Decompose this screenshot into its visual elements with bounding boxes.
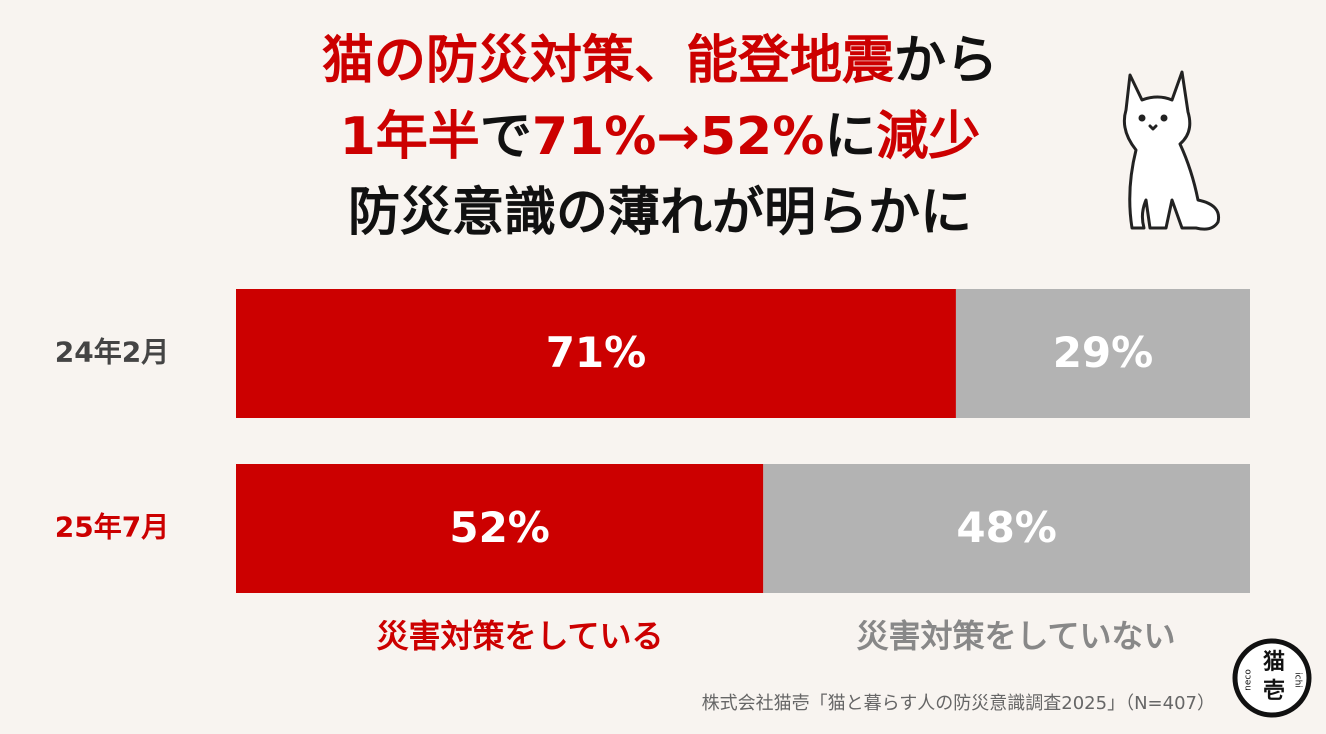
title-line: 猫の防災対策、能登地震から bbox=[322, 31, 998, 91]
bar-segment bbox=[763, 464, 1250, 593]
bar-segment bbox=[236, 289, 956, 418]
title-line: 防災意識の薄れが明らかに bbox=[348, 183, 972, 243]
value-label: 52% bbox=[449, 503, 550, 552]
source-note: 株式会社猫壱「猫と暮らす人の防災意識調査2025」（N=407） bbox=[702, 693, 1215, 714]
category-label: 25年7月 bbox=[55, 511, 169, 544]
logo-ring bbox=[1232, 638, 1312, 718]
legend-label: 災害対策をしていない bbox=[856, 617, 1175, 655]
logo-main: 猫 bbox=[1263, 650, 1285, 675]
title-segment: 減少 bbox=[876, 107, 980, 167]
value-label: 71% bbox=[546, 328, 647, 377]
logo: 猫 壱 neco ichi bbox=[1232, 638, 1312, 718]
bar-segment bbox=[236, 464, 764, 593]
logo-right: ichi bbox=[1293, 672, 1303, 688]
title-line: 1年半で71%→52%に減少 bbox=[340, 107, 981, 167]
category-label: 24年2月 bbox=[55, 336, 169, 369]
cat-illustration bbox=[1122, 70, 1221, 231]
legend-label: 災害対策をしている bbox=[376, 617, 663, 655]
logo-left: neco bbox=[1244, 669, 1254, 691]
value-label: 29% bbox=[1053, 328, 1154, 377]
title-segment: から bbox=[894, 31, 998, 91]
title-segment: 防災意識の薄れが明らかに bbox=[348, 183, 972, 243]
title-segment: 1年半 bbox=[340, 107, 480, 167]
bar-segment bbox=[955, 289, 1250, 418]
value-label: 48% bbox=[956, 503, 1057, 552]
title-segment: に bbox=[824, 107, 876, 167]
title-segment: 71%→52% bbox=[532, 107, 825, 167]
title-segment: 猫の防災対策、能登地震 bbox=[322, 31, 894, 91]
logo-sub: 壱 bbox=[1263, 679, 1285, 704]
title-segment: で bbox=[480, 107, 532, 167]
